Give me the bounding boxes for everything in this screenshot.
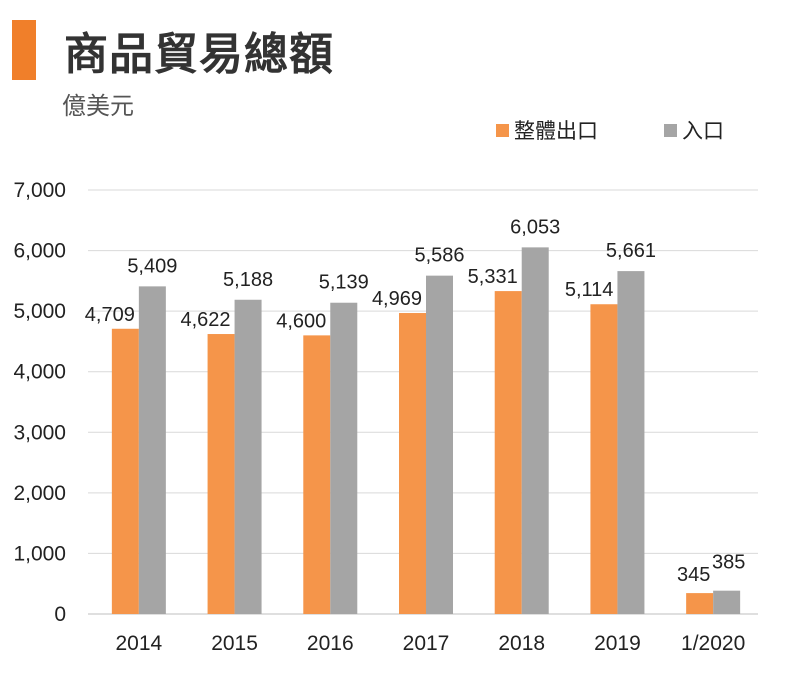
import-value-label: 5,139 (319, 272, 369, 294)
import-value-label: 385 (712, 552, 745, 574)
export-value-label: 4,622 (181, 309, 231, 331)
export-bar (303, 335, 331, 614)
import-bar (426, 275, 453, 614)
legend: 整體出口 入口 (496, 119, 724, 143)
x-tick-label: 2017 (403, 632, 450, 655)
export-bar (590, 304, 618, 614)
x-tick-label: 2018 (498, 632, 545, 655)
import-bar (617, 271, 645, 614)
export-bar (207, 334, 235, 614)
y-tick-label: 0 (54, 603, 66, 626)
legend-swatch-export (496, 124, 509, 137)
chart-title: 商品貿易總額 (64, 29, 334, 80)
y-tick-label: 7,000 (13, 179, 66, 202)
title-accent-bar (12, 20, 36, 80)
x-tick-label: 2014 (115, 632, 162, 655)
x-tick-label: 2015 (211, 632, 258, 655)
export-value-label: 5,331 (468, 266, 518, 288)
legend-label-import: 入口 (682, 119, 724, 143)
export-bar (111, 328, 139, 614)
y-tick-label: 6,000 (13, 240, 66, 263)
legend-swatch-import (664, 124, 677, 137)
y-tick-label: 2,000 (13, 482, 66, 505)
import-bar (521, 247, 549, 614)
legend-label-export: 整體出口 (514, 119, 598, 143)
unit-label: 億美元 (62, 92, 134, 120)
x-axis-ticks: 2014 2015 2016 2017 2018 2019 1/2020 (115, 632, 745, 655)
import-value-label: 5,661 (606, 240, 656, 262)
import-value-label: 5,188 (223, 269, 273, 291)
export-bar (399, 313, 426, 614)
export-value-label: 5,114 (565, 279, 614, 301)
import-value-label: 6,053 (510, 216, 560, 238)
y-tick-label: 4,000 (13, 361, 66, 384)
import-bar (330, 302, 358, 614)
x-tick-label: 1/2020 (681, 632, 745, 655)
y-tick-label: 3,000 (13, 421, 66, 444)
import-bar (138, 286, 166, 614)
x-tick-label: 2019 (594, 632, 641, 655)
import-value-label: 5,586 (414, 245, 464, 267)
export-value-label: 4,969 (372, 288, 422, 310)
export-value-label: 4,600 (276, 310, 326, 332)
x-tick-label: 2016 (307, 632, 354, 655)
import-bar (713, 590, 741, 614)
export-value-label: 4,709 (85, 304, 135, 326)
y-axis-ticks: 0 1,000 2,000 3,000 4,000 5,000 6,000 7,000 (13, 179, 66, 626)
export-value-label: 345 (677, 564, 710, 586)
export-bar (686, 593, 714, 614)
y-tick-label: 1,000 (13, 542, 66, 565)
export-bar (494, 291, 522, 614)
import-bar (234, 299, 262, 614)
bars (111, 247, 741, 614)
import-value-label: 5,409 (127, 255, 177, 277)
y-tick-label: 5,000 (13, 300, 66, 323)
